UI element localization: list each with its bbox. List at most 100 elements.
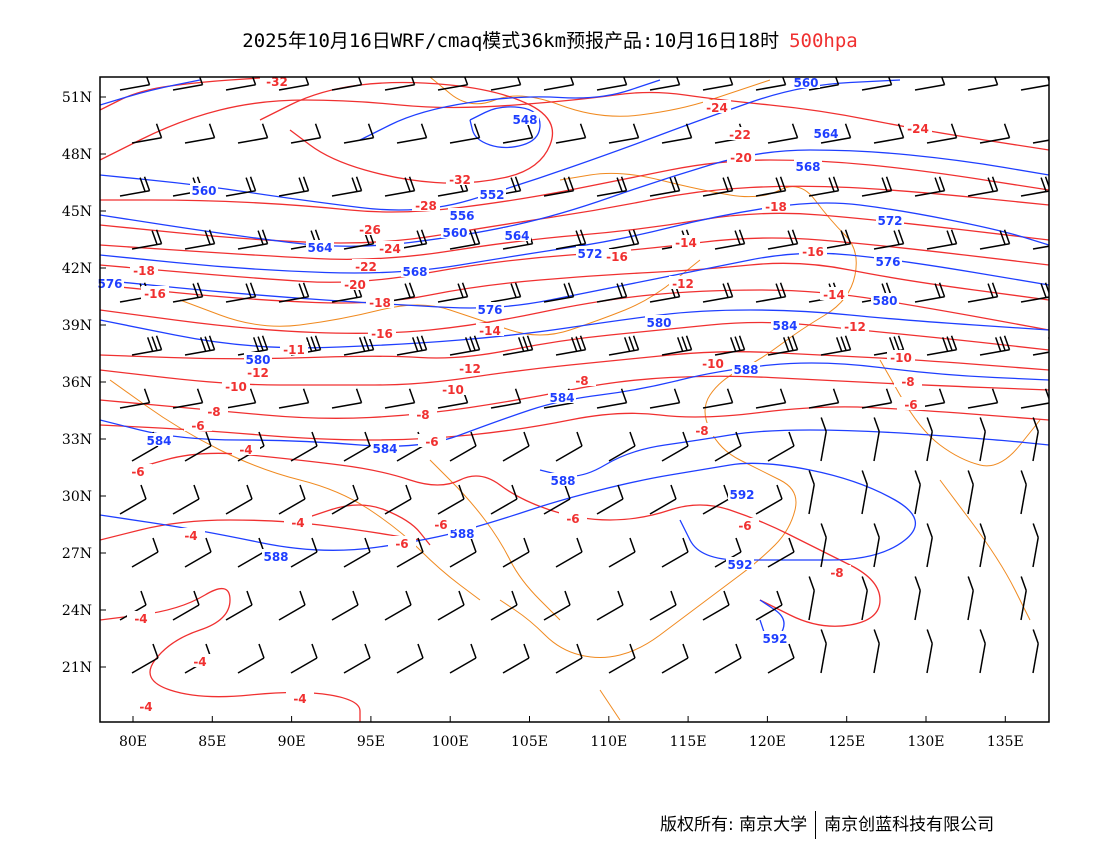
wind-barb (596, 388, 628, 409)
height-label: 588 (449, 527, 474, 541)
wind-barb (702, 484, 730, 515)
temperature-label: -4 (139, 700, 152, 714)
height-label: 568 (795, 160, 820, 174)
wind-barb (1020, 176, 1049, 197)
wind-barb (649, 176, 681, 197)
wind-barb (979, 523, 986, 568)
height-label: 592 (729, 488, 754, 502)
wind-barb (331, 590, 359, 621)
height-contour (100, 252, 1049, 309)
wind-barb (225, 388, 257, 409)
temperature-label: -8 (695, 424, 708, 438)
isotherm (100, 185, 1049, 244)
wind-barb (1032, 337, 1049, 356)
wind-barb (237, 537, 265, 568)
lon-label: 110E (590, 734, 627, 750)
contour-labels: 548 552 556 560 560 564 564 564 568 568 572 572 576 5… (96, 74, 932, 714)
temperature-label: -4 (291, 516, 304, 530)
wind-barb (767, 643, 795, 674)
temperature-label: -6 (395, 537, 408, 551)
lat-label: 24N (62, 603, 92, 619)
height-label: 560 (191, 184, 216, 198)
isotherm (100, 212, 1049, 260)
wind-barb (502, 335, 534, 356)
wind-barb (914, 282, 946, 303)
isotherm (100, 289, 1049, 334)
wind-barb (967, 282, 999, 303)
temperature-label: -18 (133, 264, 155, 278)
wind-barb (172, 590, 200, 621)
border-line (879, 359, 1041, 467)
wind-barb (384, 388, 416, 409)
height-label: 580 (872, 294, 897, 308)
temperature-label: -24 (907, 122, 929, 136)
height-label: 576 (97, 277, 122, 291)
lon-label: 115E (670, 734, 707, 750)
wind-barb (131, 643, 159, 674)
wind-barb (172, 282, 204, 303)
height-contour (100, 149, 1049, 247)
wind-barb (225, 484, 253, 515)
height-label: 584 (146, 434, 171, 448)
height-label: 584 (772, 319, 797, 333)
wind-barb (914, 470, 921, 515)
wind-barb (861, 576, 868, 621)
height-label: 588 (550, 474, 575, 488)
wind-barb (119, 77, 151, 91)
wind-barb (702, 176, 734, 197)
wind-barb (290, 123, 322, 144)
wind-barb (119, 484, 147, 515)
wind-barb (1032, 523, 1039, 568)
height-label: 572 (877, 214, 902, 228)
wind-barb (331, 388, 363, 409)
wind-barb (702, 282, 734, 303)
wind-barb (543, 590, 571, 621)
height-contours (100, 79, 1049, 644)
isotherm (100, 262, 1049, 304)
wind-barb (926, 123, 958, 144)
wind-barb (649, 77, 681, 91)
footer-divider (815, 811, 817, 839)
wind-barb (873, 523, 880, 568)
wind-barb (755, 388, 787, 409)
height-label: 564 (813, 127, 838, 141)
temperature-label: -8 (830, 566, 843, 580)
wind-barb (926, 335, 958, 356)
wind-barb (555, 537, 583, 568)
wind-barb (979, 417, 986, 462)
pressure-level: 500hpa (789, 30, 858, 52)
wind-barb (755, 176, 787, 197)
wind-barb (225, 176, 257, 197)
wind-barb (131, 229, 163, 250)
wind-barb (596, 590, 624, 621)
wind-barb (767, 431, 795, 462)
temperature-label: -10 (702, 357, 724, 371)
wind-barb (608, 431, 636, 462)
wind-barb (702, 77, 734, 91)
wind-barb (1020, 77, 1049, 91)
wind-barb (384, 484, 412, 515)
wind-barb (967, 176, 999, 197)
wind-barb (278, 77, 310, 91)
wind-barb (926, 229, 958, 250)
wind-barb (437, 77, 469, 91)
temperature-label: -12 (672, 277, 694, 291)
lat-label: 51N (62, 90, 92, 106)
wind-barb (808, 176, 840, 197)
wind-barb (596, 77, 628, 91)
temperature-label: -24 (706, 101, 728, 115)
wind-barb (449, 335, 481, 356)
wind-barb (184, 431, 212, 462)
wind-barb (1032, 139, 1049, 144)
wind-barb (437, 590, 465, 621)
wind-barb (543, 176, 575, 197)
height-label: 568 (402, 265, 427, 279)
temperature-label: -14 (675, 236, 697, 250)
temperature-label: -8 (207, 405, 220, 419)
temperature-label: -10 (225, 380, 247, 394)
wind-barb (543, 77, 575, 91)
isotherm (100, 406, 1049, 441)
height-contour (100, 79, 201, 106)
wind-barb (119, 176, 151, 197)
temperature-label: -6 (434, 518, 447, 532)
